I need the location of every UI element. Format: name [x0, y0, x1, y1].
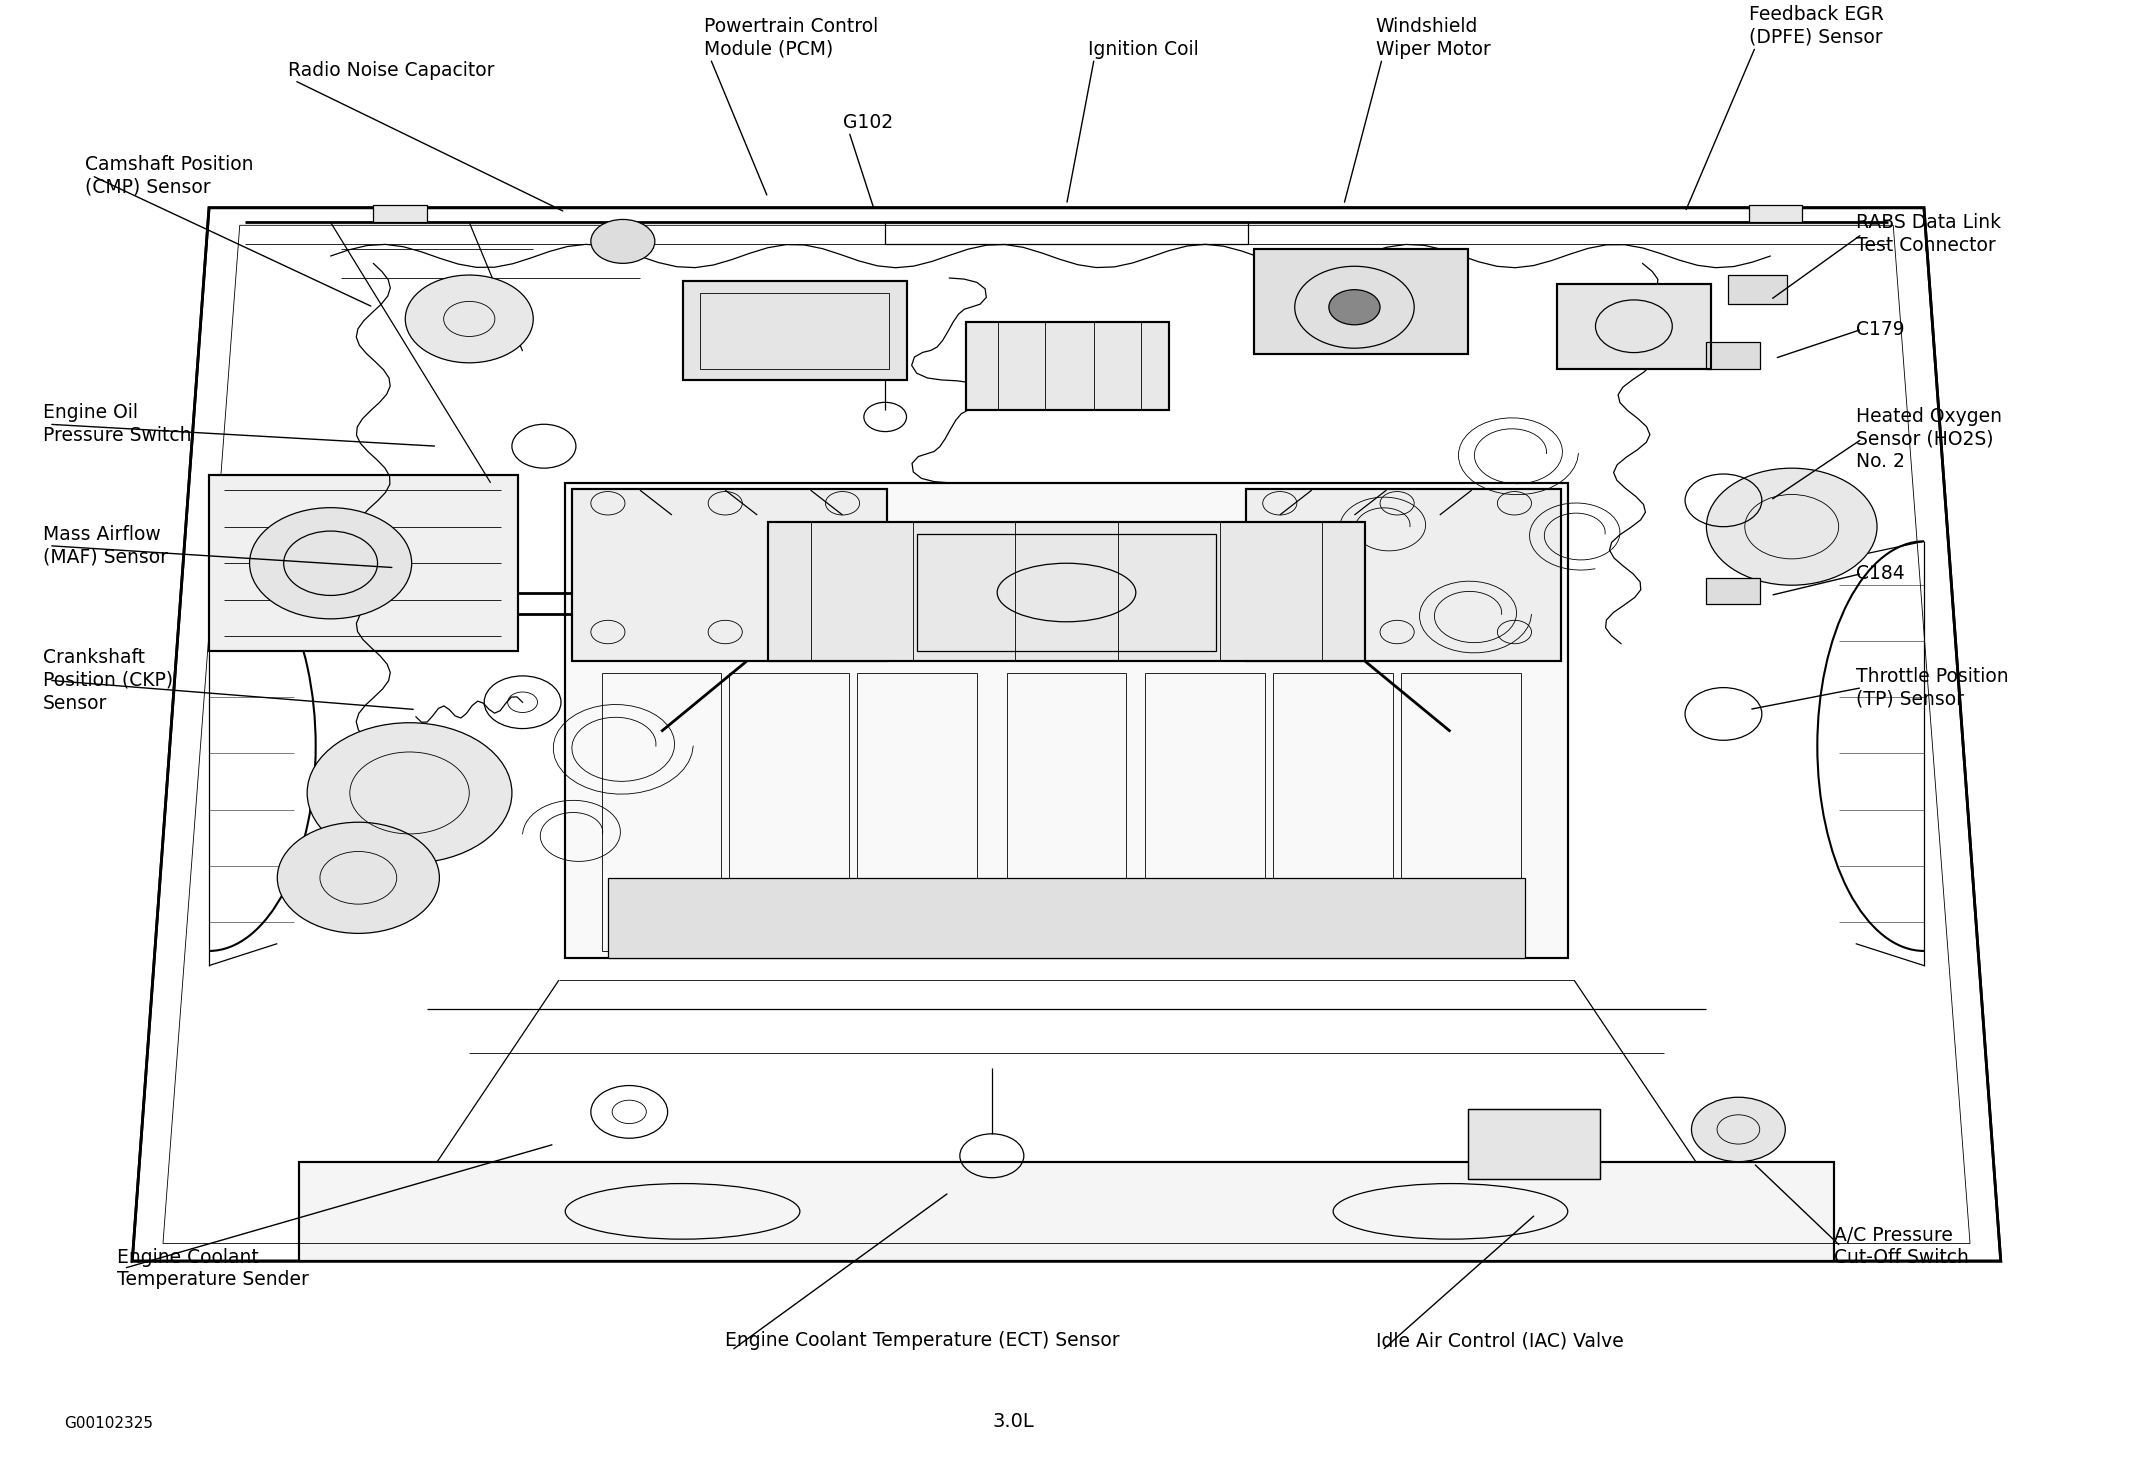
- Text: Camshaft Position
(CMP) Sensor: Camshaft Position (CMP) Sensor: [85, 155, 254, 196]
- Bar: [608, 878, 1525, 958]
- Text: Engine Oil
Pressure Switch: Engine Oil Pressure Switch: [43, 404, 192, 445]
- Bar: [1557, 284, 1711, 369]
- Text: RABS Data Link
Test Connector: RABS Data Link Test Connector: [1856, 214, 2001, 255]
- Bar: [1728, 275, 1787, 304]
- Bar: [1246, 489, 1561, 661]
- Bar: [565, 483, 1568, 958]
- Bar: [729, 673, 849, 951]
- Polygon shape: [132, 208, 2001, 1261]
- Circle shape: [250, 508, 412, 619]
- Text: Powertrain Control
Module (PCM): Powertrain Control Module (PCM): [704, 16, 879, 59]
- Text: Engine Coolant
Temperature Sender: Engine Coolant Temperature Sender: [117, 1248, 309, 1289]
- Bar: [602, 673, 721, 951]
- Bar: [768, 522, 1365, 661]
- Text: Mass Airflow
(MAF) Sensor: Mass Airflow (MAF) Sensor: [43, 525, 169, 566]
- Bar: [917, 534, 1216, 651]
- Circle shape: [1706, 468, 1877, 585]
- Bar: [700, 293, 889, 369]
- Bar: [1468, 1109, 1600, 1179]
- Bar: [565, 483, 1568, 958]
- Bar: [857, 673, 977, 951]
- Text: Throttle Position
(TP) Sensor: Throttle Position (TP) Sensor: [1856, 667, 2009, 708]
- Bar: [1273, 673, 1393, 951]
- Bar: [1706, 578, 1760, 604]
- Text: G00102325: G00102325: [64, 1416, 154, 1431]
- Bar: [768, 522, 1365, 661]
- Circle shape: [277, 822, 439, 933]
- Text: C184: C184: [1856, 565, 1905, 582]
- Bar: [1749, 205, 1802, 222]
- Bar: [209, 475, 518, 651]
- Circle shape: [591, 219, 655, 263]
- Text: Windshield
Wiper Motor: Windshield Wiper Motor: [1376, 16, 1491, 59]
- Text: Idle Air Control (IAC) Valve: Idle Air Control (IAC) Valve: [1376, 1331, 1623, 1350]
- Bar: [1246, 489, 1561, 661]
- Text: Crankshaft
Position (CKP)
Sensor: Crankshaft Position (CKP) Sensor: [43, 648, 173, 712]
- Text: Radio Noise Capacitor: Radio Noise Capacitor: [288, 61, 495, 80]
- Bar: [299, 1162, 1834, 1261]
- Circle shape: [307, 723, 512, 863]
- Bar: [683, 281, 907, 380]
- Bar: [1468, 1109, 1600, 1179]
- Bar: [1254, 249, 1468, 354]
- Bar: [683, 281, 907, 380]
- Bar: [966, 322, 1169, 410]
- Bar: [209, 475, 518, 651]
- Bar: [1145, 673, 1265, 951]
- Text: Ignition Coil: Ignition Coil: [1088, 40, 1199, 59]
- Text: G102: G102: [843, 113, 892, 132]
- Text: 3.0L: 3.0L: [992, 1412, 1035, 1431]
- Bar: [299, 1162, 1834, 1261]
- Bar: [1007, 673, 1126, 951]
- Bar: [885, 222, 1248, 244]
- Bar: [1706, 342, 1760, 369]
- Text: C179: C179: [1856, 320, 1905, 338]
- Bar: [966, 322, 1169, 410]
- Bar: [1401, 673, 1521, 951]
- Circle shape: [405, 275, 533, 363]
- Bar: [572, 489, 887, 661]
- Text: Engine Coolant Temperature (ECT) Sensor: Engine Coolant Temperature (ECT) Sensor: [725, 1331, 1120, 1350]
- Bar: [1557, 284, 1711, 369]
- Circle shape: [1691, 1097, 1785, 1162]
- Text: Differential Pressure
Feedback EGR
(DPFE) Sensor: Differential Pressure Feedback EGR (DPFE…: [1749, 0, 1939, 47]
- Bar: [572, 489, 887, 661]
- Bar: [1254, 249, 1468, 354]
- Text: A/C Pressure
Cut-Off Switch: A/C Pressure Cut-Off Switch: [1834, 1226, 1969, 1267]
- Bar: [373, 205, 427, 222]
- Text: Heated Oxygen
Sensor (HO2S)
No. 2: Heated Oxygen Sensor (HO2S) No. 2: [1856, 407, 2001, 471]
- Circle shape: [1329, 290, 1380, 325]
